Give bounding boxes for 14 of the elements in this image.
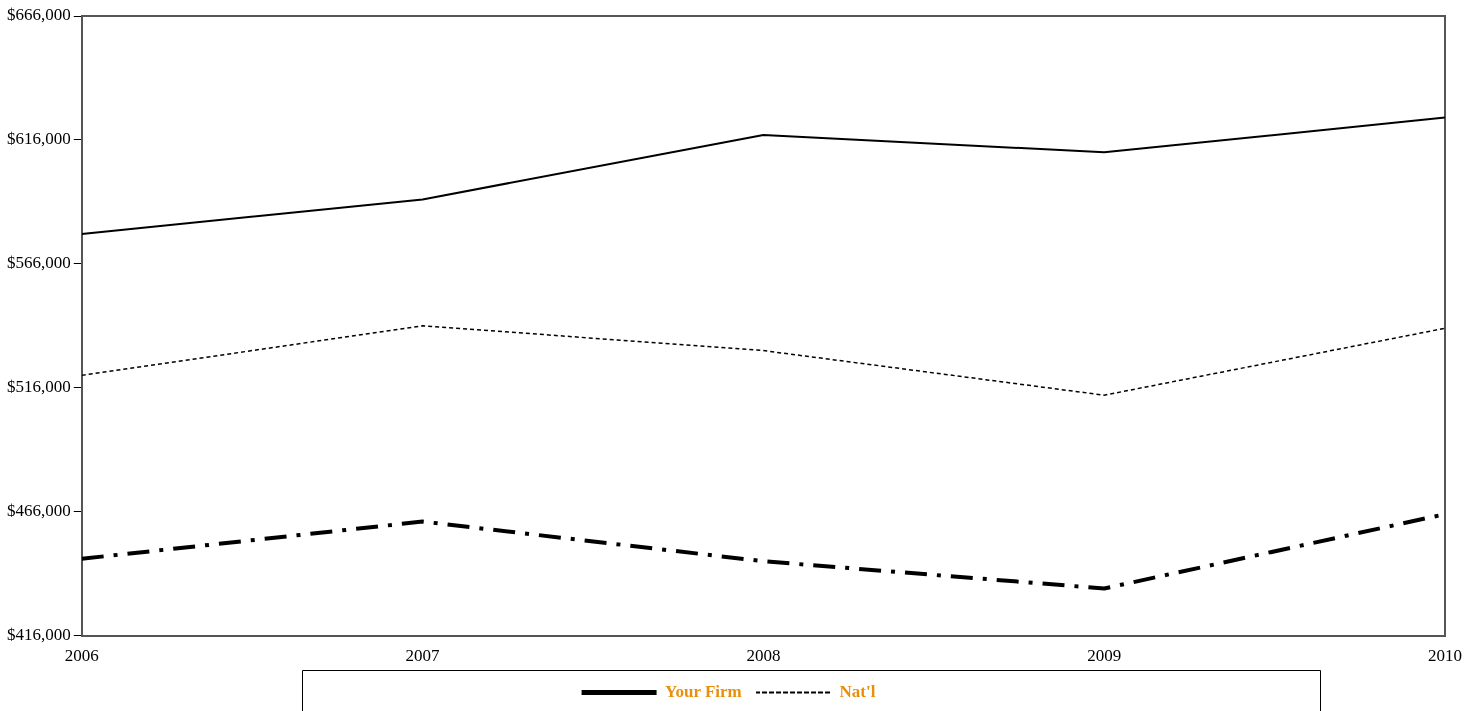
- y-tick-label: $666,000: [7, 5, 71, 25]
- x-tick-label: 2008: [746, 646, 781, 666]
- x-tick-label: 2010: [1428, 646, 1462, 666]
- y-tick-label: $616,000: [7, 129, 71, 149]
- x-tick-label: 2007: [405, 646, 441, 666]
- legend-label: Your Firm: [665, 681, 742, 701]
- y-tick-label: $466,000: [7, 501, 71, 521]
- y-tick-label: $566,000: [7, 253, 71, 273]
- x-tick-label: 2006: [64, 646, 99, 666]
- line-series: [81, 325, 1445, 396]
- y-tick-label: $416,000: [7, 625, 71, 645]
- legend-label: Nat'l: [839, 681, 876, 701]
- y-tick-label: $516,000: [7, 377, 71, 397]
- x-tick-label: 2009: [1087, 646, 1122, 666]
